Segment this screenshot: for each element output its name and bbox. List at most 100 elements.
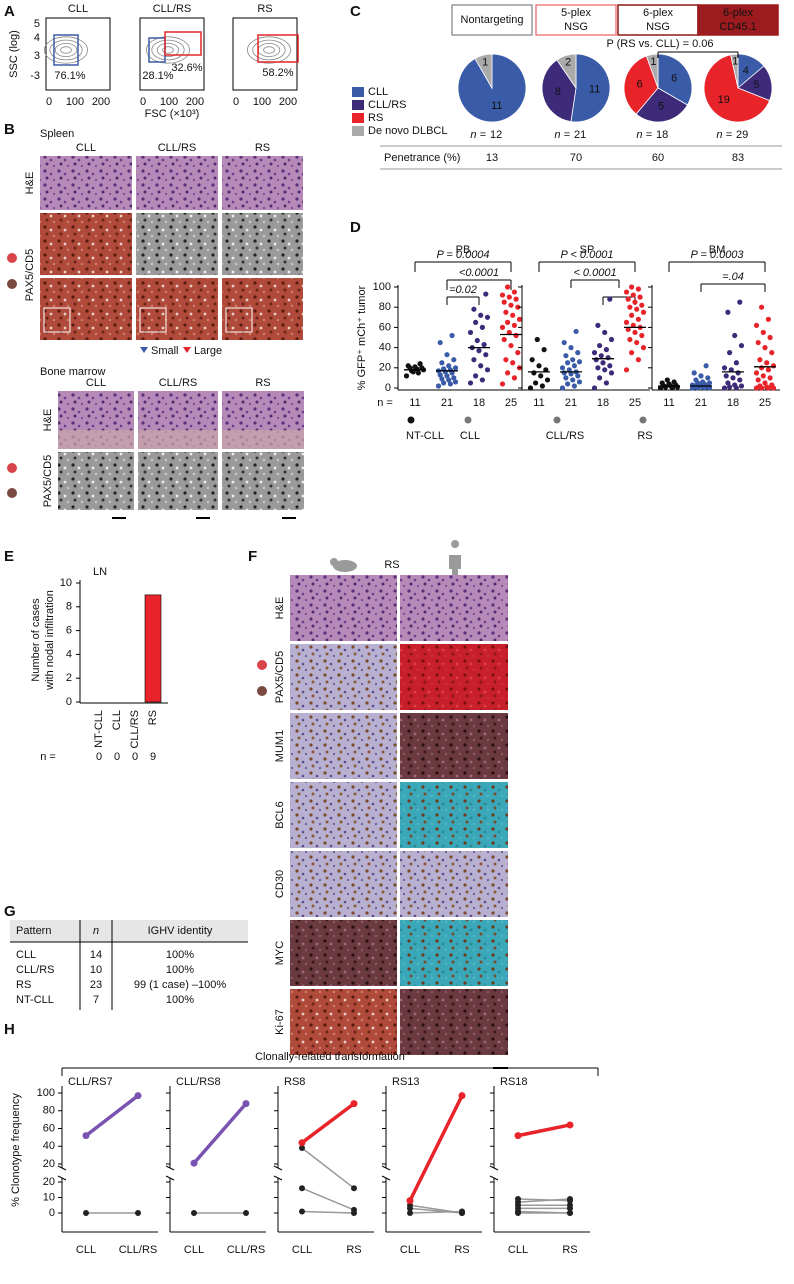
pie-slice [474,53,493,90]
plot-title: CLL [68,3,88,15]
dot [757,383,763,389]
dot [467,329,474,336]
dot [478,312,484,318]
dot [603,347,610,353]
row-label: PAX5/CD5 [24,249,36,301]
dot [516,316,523,322]
table-cell: 7 [93,994,99,1006]
contour [145,36,190,64]
bar [144,594,162,703]
column-header: CLL/RS [159,377,198,389]
n-label: n = [40,751,56,763]
panel-title: RS18 [500,1076,528,1088]
slice-label: 6 [637,79,643,91]
n-label: n = [554,129,570,141]
y-tick-label: 20 [43,1176,55,1188]
gate-label: 58.2% [262,67,293,79]
x-tick-label: 0 [46,96,52,108]
x-tick-label: CLL [184,1244,204,1256]
slice-label: 11 [491,100,502,112]
dot [634,306,640,312]
header-text: CD45.1 [719,21,756,33]
y-tick-label: 0 [66,696,72,708]
legend-label: NT-CLL [406,430,444,442]
dot [575,373,581,379]
table-cell: RS [16,979,31,991]
table-cell: CLL [16,949,36,961]
dot [607,363,613,369]
table-cell: 100% [166,964,194,976]
dot [499,292,506,298]
n-label: n = [377,397,393,409]
clone-point [243,1210,249,1216]
y-tick-label: 4 [66,648,72,660]
row-label: CD30 [274,870,286,898]
dot [441,366,447,372]
micrograph [290,782,397,848]
legend-swatch [352,87,364,97]
dot [467,380,474,386]
penetrance-value: 83 [732,152,744,164]
row-label: BCL6 [274,801,286,829]
dot [755,339,761,346]
y-tick-label: 100 [373,281,391,293]
n-value: 18 [473,397,485,409]
micrograph [400,575,508,641]
panel-title: CLL/RS8 [176,1076,221,1088]
p-value: P (RS vs. CLL) = 0.06 [606,38,713,50]
x-tick-label: RS [562,1244,577,1256]
n-value: 18 [597,397,609,409]
dot [762,345,768,351]
dot [563,375,569,381]
panel-letter: G [4,903,16,920]
dot [415,370,421,376]
column-header: RS [255,142,270,154]
micrograph [290,920,397,986]
dot [484,314,491,320]
dot [479,377,485,383]
dot [447,381,453,387]
contour [156,43,180,58]
clone-line [192,1102,248,1165]
slice-label: 11 [589,83,600,95]
column-header: CLL [76,142,96,154]
micrograph [400,644,508,710]
clone-point [514,1132,522,1140]
dot [767,375,773,381]
dot [452,379,459,385]
gate [257,34,299,63]
n-value: 0 [132,751,138,763]
dot [563,353,569,359]
dot [765,367,772,373]
n-value: 11 [533,397,544,409]
dot [762,380,768,386]
x-tick-label: NT-CLL [93,710,105,748]
header-box [617,4,699,36]
panel-letter: H [4,1021,15,1038]
panel-letter: A [4,3,15,20]
clone-line [517,1198,571,1203]
dot [732,382,738,388]
header-box [535,4,617,36]
y-axis-label: % Clonotype frequency [10,1093,22,1207]
slice-label: 4 [743,65,749,77]
clone-point [299,1208,305,1215]
dot [625,326,631,333]
x-tick-label: 100 [160,96,178,108]
legend-label: RS [637,430,652,442]
clone-line [301,1147,355,1189]
tissue-bone [222,430,304,449]
dot [576,359,583,365]
dot [602,367,608,373]
dot [503,309,509,315]
n-value: 21 [695,397,707,409]
dot [639,302,645,308]
micrograph [400,989,508,1055]
slice-label: 8 [555,86,561,98]
contour [49,39,83,61]
table-header: Pattern [16,925,51,937]
dot [571,363,578,369]
dot [640,309,647,315]
dot [591,350,598,356]
dot [723,373,729,379]
